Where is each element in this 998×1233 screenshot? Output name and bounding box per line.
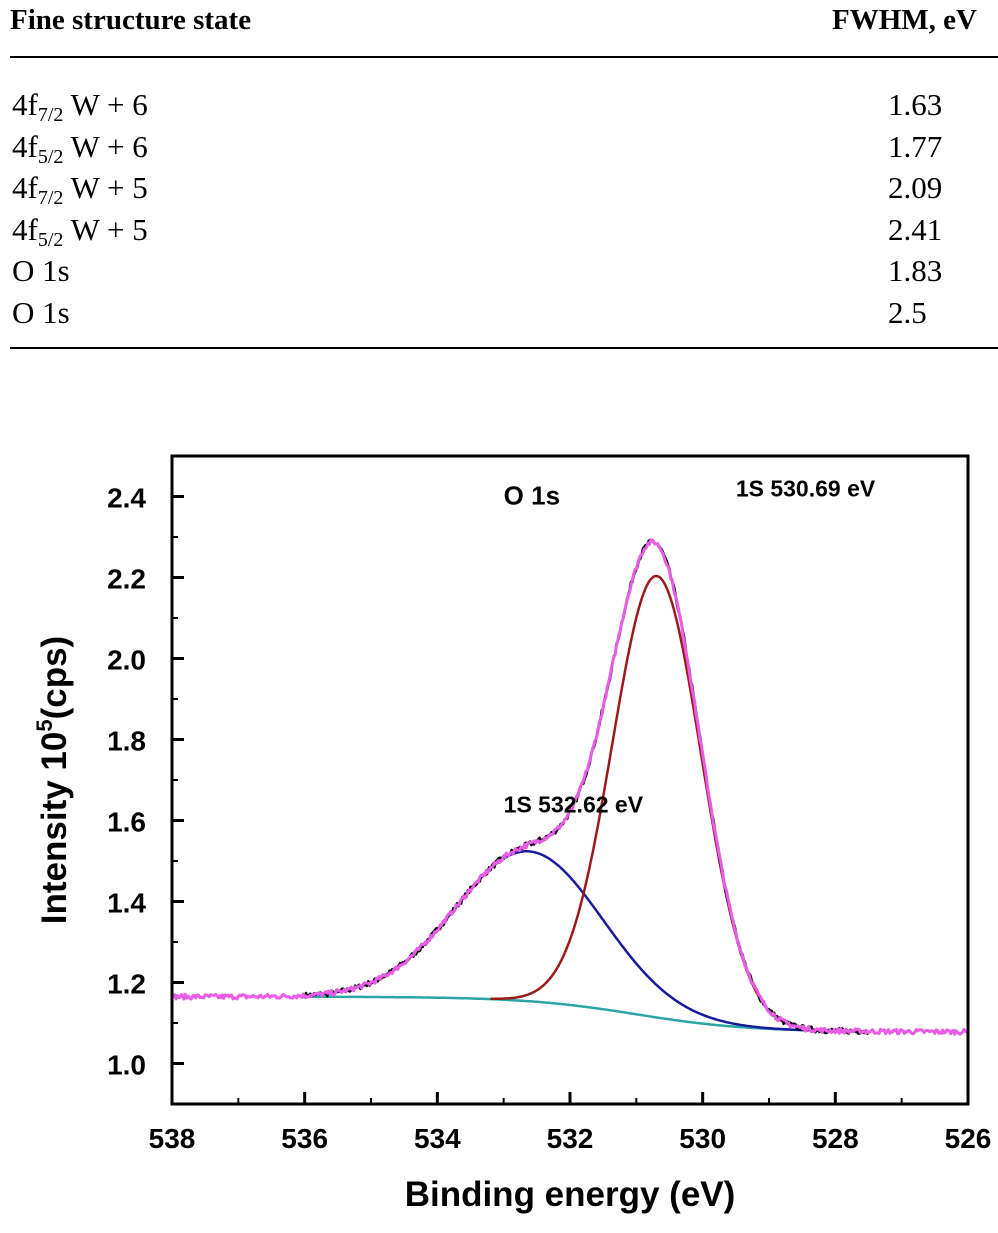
y-tick-label: 2.2 xyxy=(107,564,146,595)
table-row: 4f5/2 W + 5 2.41 xyxy=(10,211,998,253)
cell-fine-structure-state: O 1s xyxy=(12,294,70,330)
cell-fwhm-value: 1.63 xyxy=(888,87,943,122)
cell-fine-structure-state: 4f7/2 W + 6 xyxy=(12,87,148,126)
cell-fwhm-value: 1.83 xyxy=(888,253,943,288)
y-tick-label: 1.2 xyxy=(107,969,146,1000)
x-tick-label: 534 xyxy=(414,1123,461,1154)
header-fwhm: FWHM, eV xyxy=(832,4,977,36)
header-fine-structure-state: Fine structure state xyxy=(10,4,252,36)
xps-o1s-chart: 1.0 1.2 1.4 1.6 1.8 2.0 2.2 2.4 538 536 534 532 530 5… xyxy=(0,420,998,1228)
table-row: 4f7/2 W + 5 2.09 xyxy=(10,169,998,211)
y-tick-label: 1.8 xyxy=(107,726,146,757)
cell-fine-structure-state: 4f7/2 W + 5 xyxy=(12,170,148,209)
table-row: 4f7/2 W + 6 1.63 xyxy=(10,86,998,128)
x-tick-label: 530 xyxy=(679,1123,726,1154)
table-header-row: Fine structure state FWHM, eV xyxy=(10,0,998,58)
peak-annotation: O 1s xyxy=(504,481,560,511)
y-axis-label: Intensity 105(cps) xyxy=(32,636,74,924)
x-tick-label: 536 xyxy=(281,1123,328,1154)
raw-curve xyxy=(303,538,869,1036)
peak-annotation: 1S 530.69 eV xyxy=(736,476,876,502)
table-row: 4f5/2 W + 6 1.77 xyxy=(10,128,998,170)
cell-fwhm-value: 1.77 xyxy=(888,128,943,164)
table-row: O 1s 2.5 xyxy=(10,294,998,336)
y-tick-label: 2.4 xyxy=(107,483,146,514)
table-bottom-rule xyxy=(10,347,998,349)
x-tick-label: 528 xyxy=(812,1123,859,1154)
table-row: O 1s 1.83 xyxy=(10,252,998,294)
envelope-curve xyxy=(172,538,968,1036)
x-axis-label: Binding energy (eV) xyxy=(405,1175,736,1214)
chart-svg: 1.0 1.2 1.4 1.6 1.8 2.0 2.2 2.4 538 536 534 532 530 5… xyxy=(32,454,992,1214)
cell-fine-structure-state: 4f5/2 W + 6 xyxy=(12,128,148,168)
plot-frame xyxy=(170,454,970,1106)
x-tick-label: 538 xyxy=(149,1123,196,1154)
peak-curve xyxy=(304,850,862,1033)
x-tick-label: 526 xyxy=(945,1123,992,1154)
fwhm-table: Fine structure state FWHM, eV 4f7/2 W + … xyxy=(10,0,998,352)
cell-fwhm-value: 2.41 xyxy=(888,211,943,247)
cell-fwhm-value: 2.5 xyxy=(888,294,927,330)
peak-annotation: 1S 532.62 eV xyxy=(504,791,644,817)
cell-fine-structure-state: 4f5/2 W + 5 xyxy=(12,211,148,251)
cell-fine-structure-state: O 1s xyxy=(12,253,70,288)
y-tick-label: 2.0 xyxy=(107,645,146,676)
baseline-curve xyxy=(304,995,862,1033)
y-tick-label: 1.0 xyxy=(107,1050,146,1081)
cell-fwhm-value: 2.09 xyxy=(888,170,943,205)
y-tick-label: 1.4 xyxy=(107,888,146,919)
y-tick-label: 1.6 xyxy=(107,807,146,838)
table-body: 4f7/2 W + 6 1.63 4f5/2 W + 6 1.77 4f7/2 W + … xyxy=(10,86,998,335)
x-tick-label: 532 xyxy=(547,1123,594,1154)
